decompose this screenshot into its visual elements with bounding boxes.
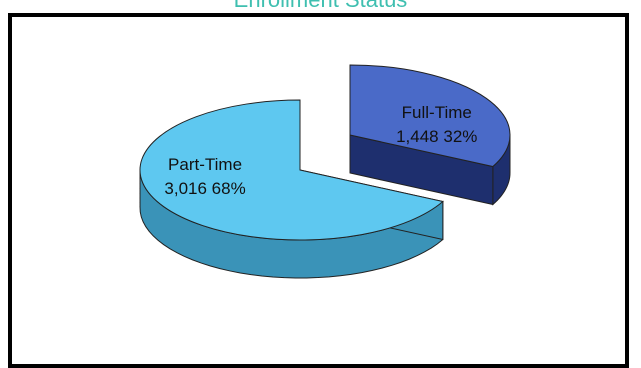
chart-title: Enrollment Status: [0, 0, 641, 12]
slice-value-label-1: 1,448 32%: [396, 127, 477, 146]
pie-slice-part-time: Part-Time 3,016 68%: [139, 99, 444, 279]
pie-top-0: [139, 99, 444, 241]
slice-value-label-0: 3,016 68%: [164, 179, 245, 198]
slice-label-0: Part-Time: [168, 155, 242, 174]
pie-slice-full-time: Full-Time 1,448 32%: [349, 64, 511, 206]
slice-label-1: Full-Time: [402, 103, 472, 122]
pie-top-1: [349, 64, 511, 168]
pie-chart: Part-Time 3,016 68% Full-Time 1,448 32%: [139, 64, 511, 279]
